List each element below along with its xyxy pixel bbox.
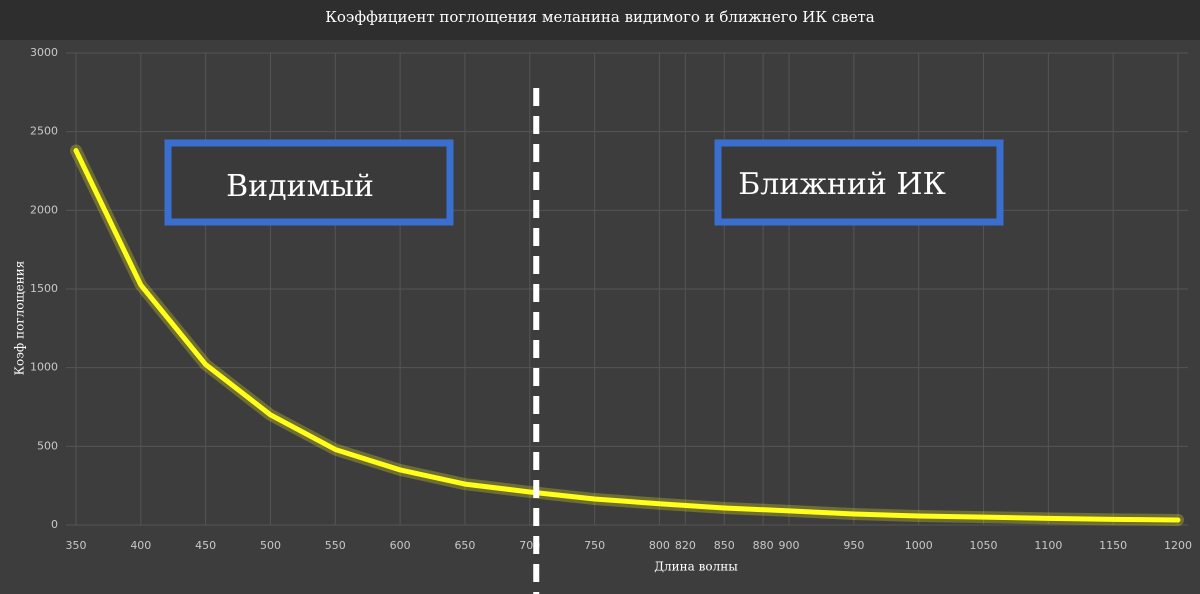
x-tick-label: 880: [753, 539, 774, 552]
x-tick-label: 950: [843, 539, 864, 552]
y-tick-label: 1000: [30, 361, 58, 374]
x-tick-label: 900: [779, 539, 800, 552]
line: [73, 148, 1181, 523]
x-tick-label: 800: [649, 539, 670, 552]
x-tick-label: 1050: [970, 539, 998, 552]
annotation-box: [164, 139, 454, 226]
x-axis-label: Длина волны: [654, 560, 738, 574]
annotation: Ближний ИК: [738, 167, 946, 202]
x-tick-label: 850: [714, 539, 735, 552]
y-tick-label: 3000: [30, 46, 58, 59]
y-axis-label: Коэф поглощения: [13, 261, 27, 376]
y-tick-label: 0: [51, 518, 58, 531]
y-tick-label: 1500: [30, 282, 58, 295]
x-tick-label: 1100: [1034, 539, 1062, 552]
y-tick-label: 2000: [30, 203, 58, 216]
x-tick-label: 650: [454, 539, 475, 552]
x-tick-label: 400: [130, 539, 151, 552]
annotation: Видимый: [226, 169, 374, 204]
y-tick-label: 2500: [30, 125, 58, 138]
x-tick-label: 1150: [1099, 539, 1127, 552]
x-tick-label: 1200: [1164, 539, 1192, 552]
chart-title: Коэффициент поглощения меланина видимого…: [325, 8, 874, 26]
x-tick-label: 600: [390, 539, 411, 552]
annotation-box: [714, 139, 1004, 226]
x-tick-label: 350: [66, 539, 87, 552]
x-tick-label: 550: [325, 539, 346, 552]
x-tick-label: 450: [195, 539, 216, 552]
x-tick-label: 1000: [905, 539, 933, 552]
x-tick-label: 500: [260, 539, 281, 552]
title-band: [0, 0, 1200, 40]
y-tick-label: 500: [37, 439, 58, 452]
x-tick-label: 750: [584, 539, 605, 552]
x-tick-label: 820: [675, 539, 696, 552]
